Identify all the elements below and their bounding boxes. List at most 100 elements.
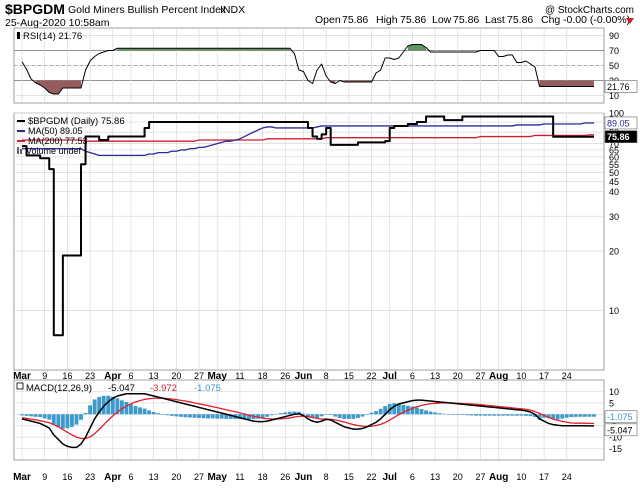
x-tick-20-0: 20 <box>171 371 181 381</box>
macd-histogram-bar <box>514 414 519 416</box>
macd-histogram-bar <box>578 414 583 417</box>
x-tick-13-1: 13 <box>149 472 159 482</box>
date-label: 25-Aug-2020 10:58am <box>5 17 110 29</box>
down-arrow-icon <box>626 18 634 24</box>
price-last-badge-text: 75.86 <box>607 132 630 142</box>
macd-legend-name: MACD(12,26,9) <box>26 383 92 394</box>
macd-histogram-bar <box>328 414 333 415</box>
macd-histogram-bar <box>215 414 220 419</box>
x-tick-13-1: 13 <box>430 472 440 482</box>
macd-histogram-bar <box>337 414 342 418</box>
macd-histogram-bar <box>483 414 487 416</box>
macd-histogram-bar <box>296 411 301 415</box>
macd-histogram-bar <box>419 409 424 415</box>
macd-histogram-bar <box>569 414 574 418</box>
chart-header: $BPGDM Gold Miners Bullish Percent Index… <box>5 1 634 29</box>
macd-legend-macd: -5.047 <box>108 383 135 394</box>
x-tick-16-1: 16 <box>62 472 72 482</box>
macd-histogram-bar <box>446 414 451 415</box>
x-tick-27-1: 27 <box>476 472 486 482</box>
macd-histogram-bar <box>201 414 206 419</box>
x-tick-6-0: 6 <box>410 371 415 381</box>
macd-histogram-bar <box>260 414 265 418</box>
macd-histogram-bar <box>351 414 356 419</box>
macd-histogram-bar <box>551 414 556 419</box>
rsi-oversold-area <box>539 80 594 87</box>
rsi-overbought-area <box>117 48 290 51</box>
x-tick-10-1: 10 <box>516 472 526 482</box>
macd-histogram-bar <box>451 414 456 415</box>
exchange-label: INDX <box>220 4 245 16</box>
macd-histogram-bar <box>110 396 115 415</box>
macd-histogram-bar <box>374 411 379 415</box>
macd-histogram-bar <box>124 401 129 415</box>
macd-histogram-bar <box>142 408 147 415</box>
macd-histogram-bar <box>151 412 156 415</box>
macd-histogram-bar <box>415 407 419 415</box>
high-label: High <box>376 14 398 26</box>
macd-histogram-bar <box>464 414 469 416</box>
macd-histogram-bar <box>74 414 79 425</box>
macd-histogram-bar <box>278 413 283 415</box>
macd-histogram-bar <box>265 414 270 417</box>
macd-histogram-bar <box>428 411 433 415</box>
macd-histogram-bar <box>183 414 188 418</box>
macd-histogram-bar <box>24 414 29 416</box>
macd-histogram-bar <box>88 405 93 415</box>
rsi-legend-swatch <box>17 32 20 39</box>
macd-histogram-bar <box>188 414 192 418</box>
macd-histogram-bar <box>510 414 515 416</box>
macd-histogram-bar <box>20 414 24 416</box>
rsi-legend: RSI(14) 21.76 <box>17 31 82 42</box>
x-tick-20-0: 20 <box>453 371 463 381</box>
volume-legend-label: Volume undef <box>26 146 82 156</box>
macd-histogram-bar <box>319 414 324 417</box>
ma200-line <box>22 134 594 142</box>
macd-histogram-bar <box>469 414 474 416</box>
x-tick-20-1: 20 <box>453 472 463 482</box>
last-value-badges: 21.76 89.05 75.86 -1.075 -5.047 <box>604 80 638 437</box>
x-tick-Apr-0: Apr <box>104 371 121 382</box>
macd-histogram-bar <box>582 414 587 417</box>
macd-line <box>21 392 594 449</box>
macd-last-badge: -5.047 <box>604 423 638 437</box>
macd-histogram-bar <box>29 414 34 417</box>
x-tick-Apr-1: Apr <box>104 472 121 483</box>
rsi-ytick-70: 70 <box>609 46 619 56</box>
rsi-oversold-area <box>35 80 82 94</box>
macd-histogram-bar <box>210 414 215 419</box>
macd-histogram-bar <box>396 403 401 415</box>
macd-histogram-bar <box>365 414 369 415</box>
index-name-label: Gold Miners Bullish Percent Index <box>68 4 227 16</box>
x-tick-15-1: 15 <box>344 472 354 482</box>
macd-histogram-bar <box>306 414 310 417</box>
macd-ytick-5: 5 <box>609 398 614 408</box>
macd-ytick--15: -15 <box>609 444 622 454</box>
price-ytick-100: 100 <box>609 109 624 119</box>
price-ytick-70: 70 <box>609 139 619 149</box>
macd-histogram-bar <box>60 414 65 429</box>
ma200-legend-label: MA(200) 77.53 <box>28 136 88 146</box>
macd-histogram-bar <box>133 406 138 415</box>
macd-ytick-10: 10 <box>609 387 619 397</box>
price-last-badge: 75.86 <box>604 130 638 144</box>
x-tick-23-0: 23 <box>85 371 95 381</box>
macd-histogram-bar <box>310 414 315 418</box>
macd-histogram-bar <box>274 414 279 415</box>
macd-histogram-bar <box>496 414 501 416</box>
macd-histogram-bar <box>47 414 52 420</box>
macd-histogram-bar <box>283 412 288 415</box>
y-tick-labels: 1030507090102030404550556065708090100-15… <box>609 31 624 454</box>
x-tick-Aug-0: Aug <box>489 371 508 382</box>
signal-line <box>21 397 595 440</box>
x-tick-24-0: 24 <box>562 371 572 381</box>
macd-histogram-bar <box>424 410 428 415</box>
x-tick-27-1: 27 <box>194 472 204 482</box>
macd-histogram-bar <box>174 414 179 417</box>
macd-histogram-bar <box>219 414 224 419</box>
price-panel <box>13 112 605 371</box>
macd-histogram-bar <box>478 414 483 416</box>
x-tick-Aug-1: Aug <box>489 472 508 483</box>
x-tick-11-1: 11 <box>235 472 244 482</box>
x-tick-Jul-1: Jul <box>382 472 397 483</box>
